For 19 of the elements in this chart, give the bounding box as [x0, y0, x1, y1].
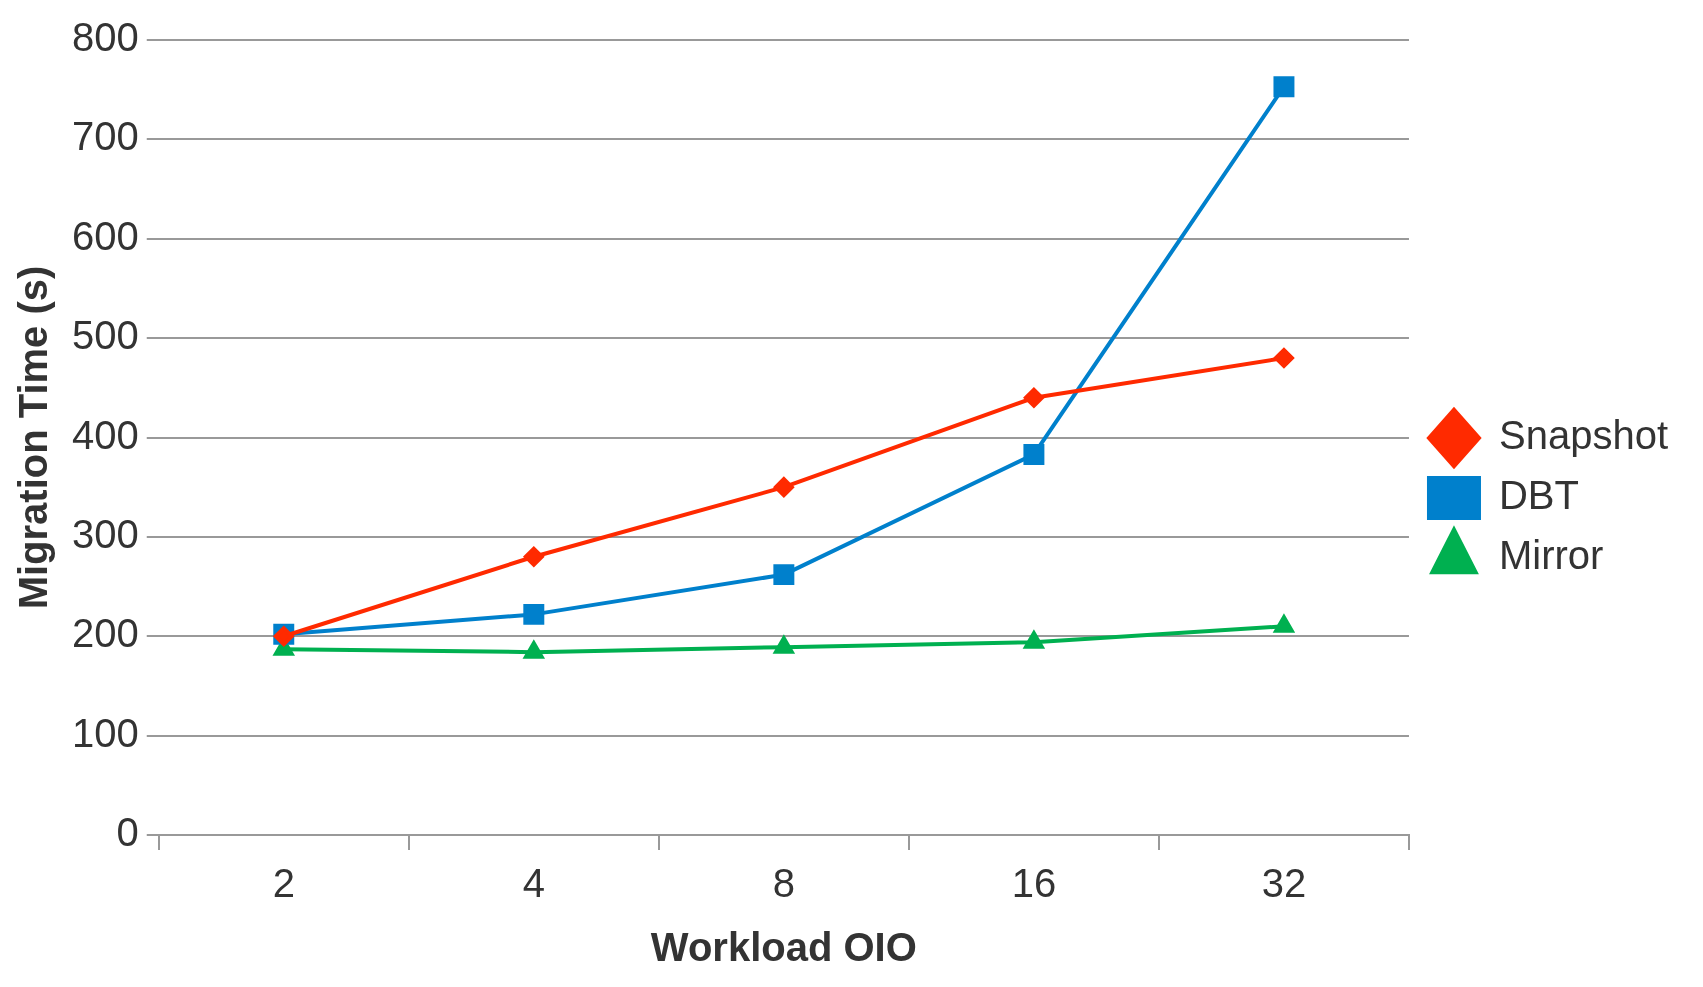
legend-label: Snapshot [1498, 413, 1669, 458]
y-tick-label: 300 [71, 511, 139, 556]
y-tick-label: 800 [71, 15, 139, 60]
x-tick-label: 8 [772, 861, 795, 906]
x-tick-label: 32 [1261, 861, 1307, 906]
y-tick-label: 700 [71, 114, 139, 159]
x-axis-title: Workload OIO [650, 925, 917, 970]
y-tick-label: 100 [71, 710, 139, 755]
y-tick-label: 200 [71, 611, 139, 656]
y-tick-label: 600 [71, 213, 139, 258]
y-tick-label: 400 [71, 412, 139, 457]
x-tick-label: 16 [1011, 861, 1057, 906]
x-tick-label: 4 [522, 861, 545, 906]
y-tick-label: 0 [116, 810, 139, 855]
legend-label: Mirror [1498, 533, 1604, 578]
y-tick-label: 500 [71, 313, 139, 358]
legend-label: DBT [1498, 473, 1579, 518]
y-axis-title: Migration Time (s) [11, 265, 56, 610]
x-tick-label: 2 [272, 861, 295, 906]
